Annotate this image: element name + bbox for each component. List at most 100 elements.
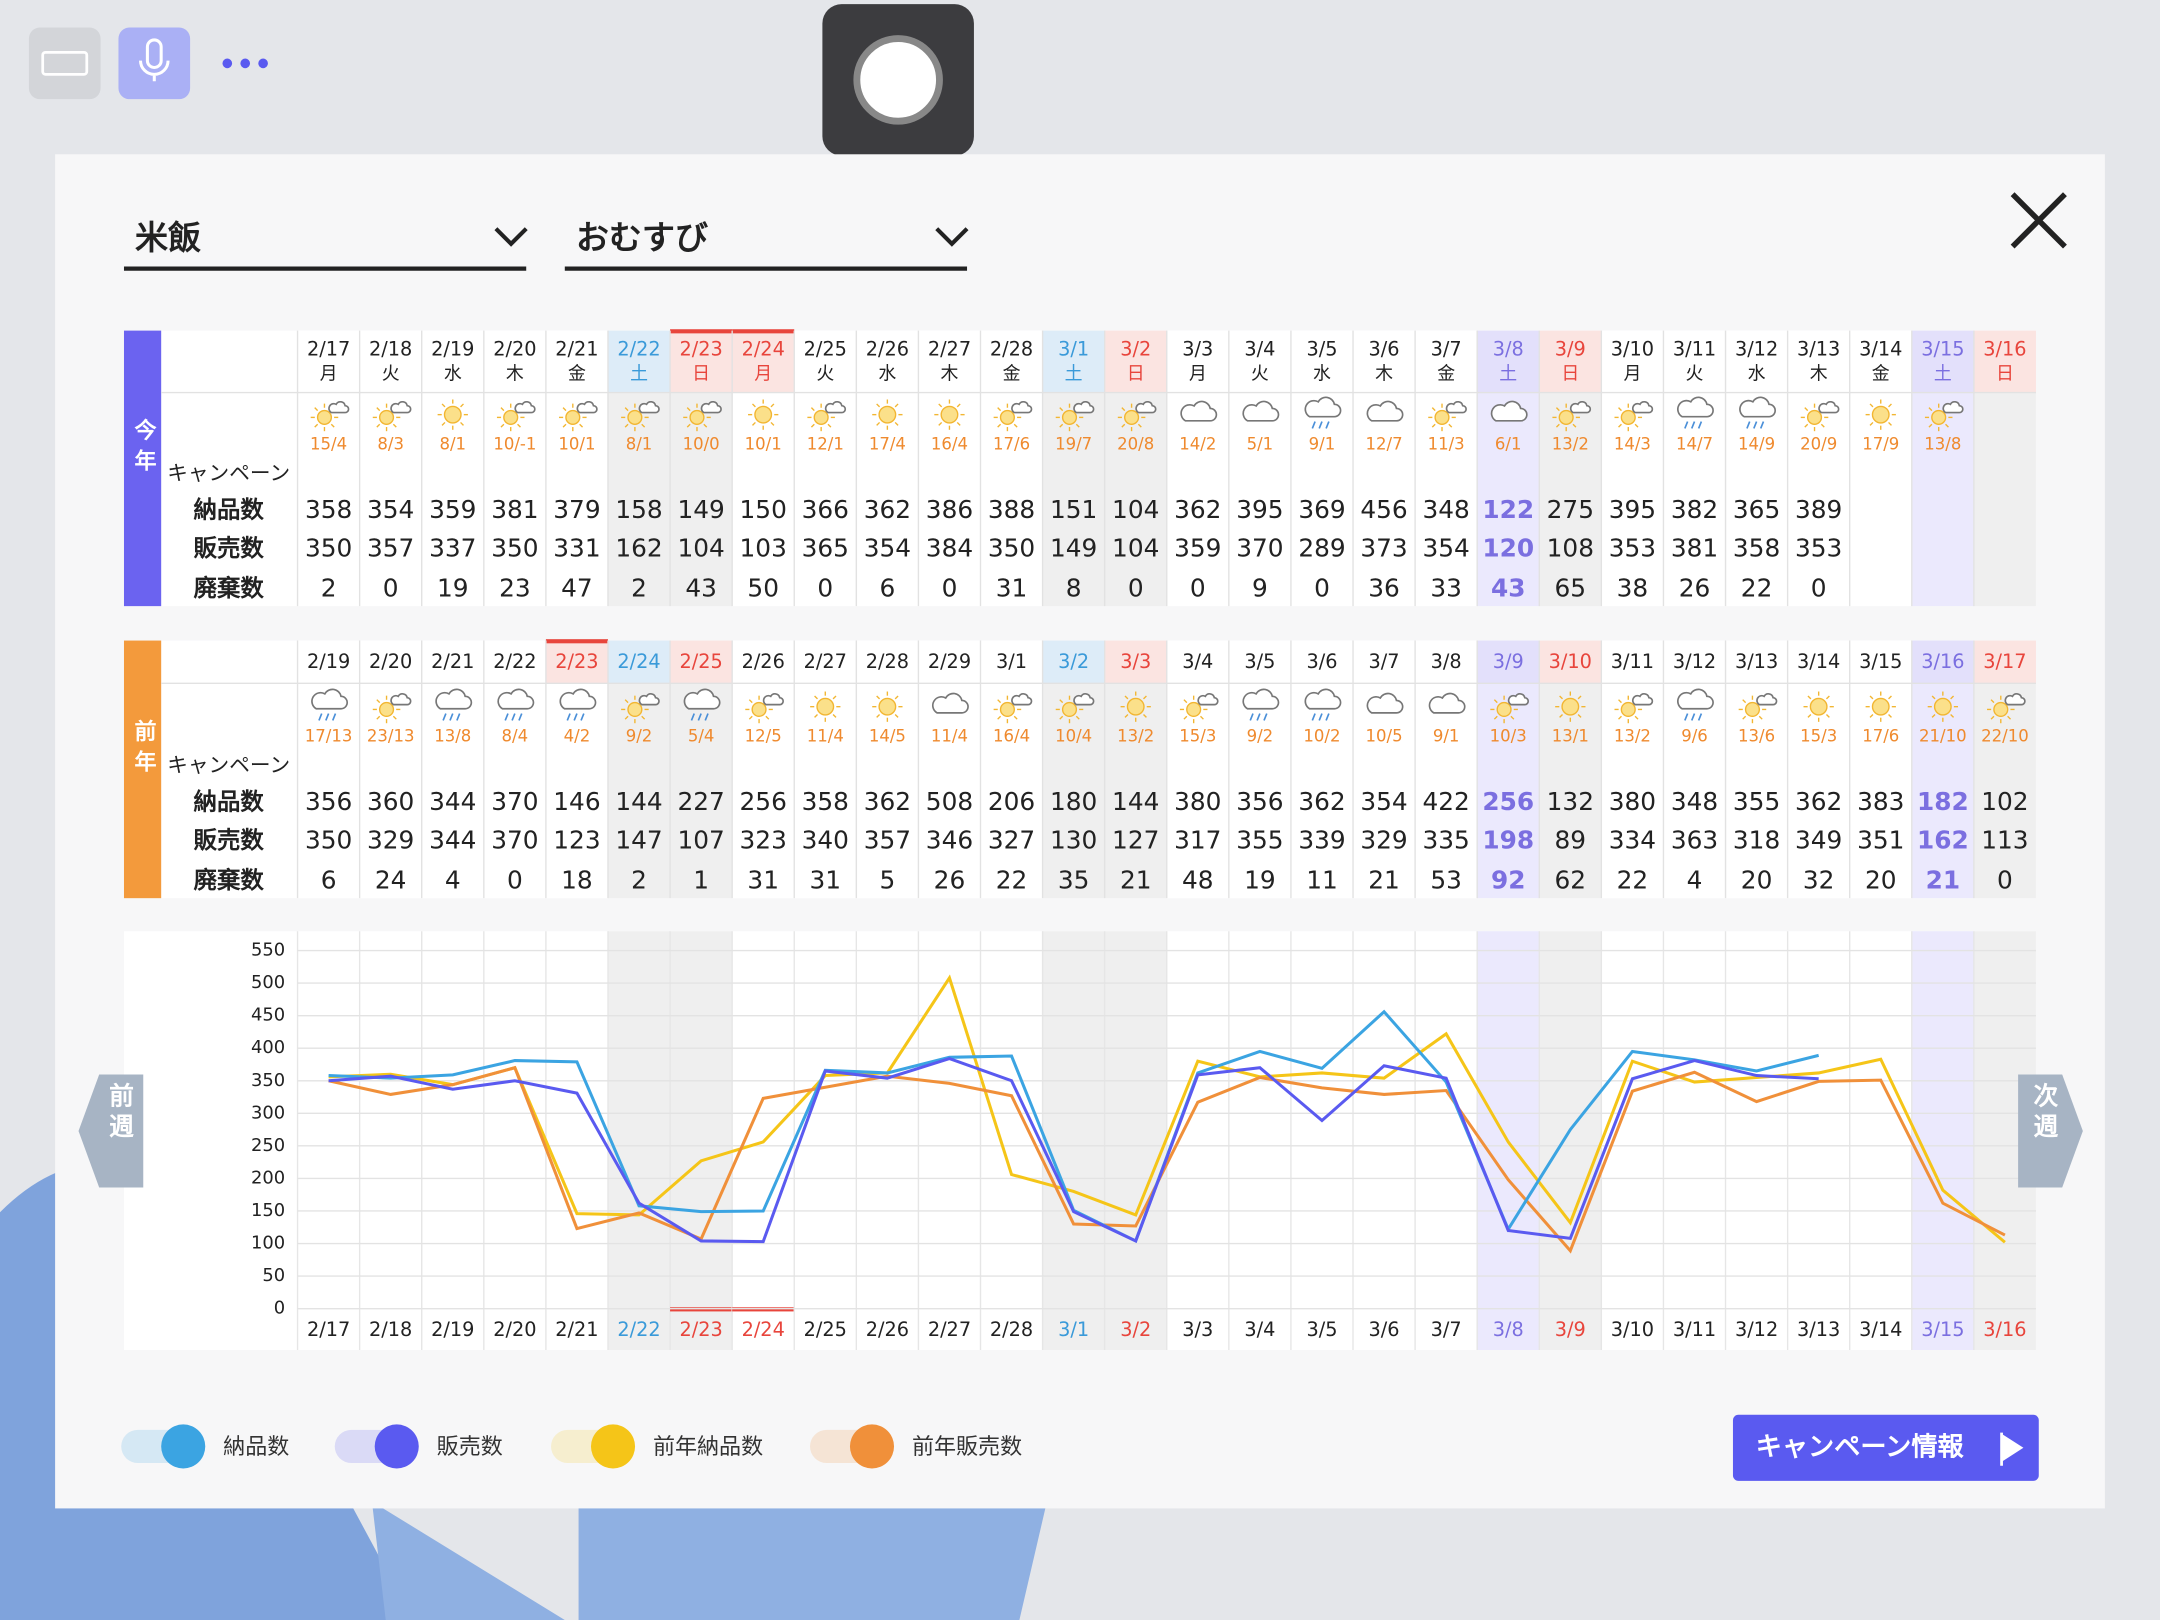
table-value: 362: [1298, 787, 1345, 816]
table-value: 4: [1687, 866, 1703, 895]
subcategory-select[interactable]: おむすび: [576, 218, 708, 257]
header-cell: [607, 330, 671, 393]
more-button[interactable]: [222, 58, 268, 69]
legend-toggle[interactable]: [161, 1424, 206, 1469]
header-cell: [421, 330, 484, 393]
table-value: 0: [817, 574, 833, 603]
legend-toggle[interactable]: [590, 1424, 636, 1469]
sun-ray: [997, 407, 1002, 412]
keyboard-button[interactable]: [28, 27, 101, 100]
weather-icon: [437, 399, 468, 430]
mic-icon: [138, 38, 170, 82]
table-value: 383: [1857, 787, 1904, 816]
legend-toggle[interactable]: [849, 1424, 895, 1469]
weekday-label: 木: [941, 364, 959, 385]
sun-ray: [1143, 713, 1147, 718]
sun-ray: [500, 407, 505, 412]
table-value: 0: [1811, 574, 1827, 603]
x-tick-label: 3/15: [1921, 1318, 1964, 1341]
sun-ray: [956, 403, 961, 408]
date-label: 3/2: [1058, 650, 1089, 673]
date-label: 2/25: [679, 650, 722, 673]
cloud: [1490, 400, 1528, 422]
sun-ray: [997, 423, 1002, 428]
mic-button[interactable]: [118, 27, 191, 100]
table-value: 149: [1050, 534, 1097, 563]
table-value: 2: [321, 574, 337, 603]
sun-ray: [1869, 713, 1874, 718]
holiday-bar: [670, 329, 733, 334]
header-cell: [670, 640, 733, 684]
table-value: 359: [1174, 534, 1221, 563]
weather-icon: [1555, 691, 1586, 722]
table-value: 422: [1422, 787, 1469, 816]
weather-icon: [310, 400, 350, 432]
date-label: 2/22: [617, 337, 660, 360]
sun: [627, 701, 643, 718]
weekday-label: 水: [1748, 364, 1766, 385]
sun-ray: [751, 403, 756, 408]
table-value: 21: [1120, 866, 1152, 895]
legend-toggle[interactable]: [374, 1424, 419, 1469]
weather-icon: [1179, 693, 1219, 724]
rain: [325, 713, 330, 721]
cloud: [762, 693, 784, 706]
temperature: 10/3: [1490, 726, 1527, 745]
table-value: 104: [1112, 495, 1159, 524]
date-label: 3/14: [1797, 650, 1840, 673]
x-tick-label: 3/7: [1431, 1318, 1462, 1341]
table-value: 380: [1174, 787, 1221, 816]
header-cell: [1601, 640, 1664, 684]
table-value: 358: [802, 787, 849, 816]
header-cell: [670, 330, 733, 393]
temperature: 14/2: [1179, 434, 1216, 453]
table-value: 120: [1482, 534, 1534, 563]
weather-icon: [807, 400, 846, 432]
rain: [1318, 421, 1323, 429]
column-bg: [1166, 392, 1229, 607]
sun: [813, 409, 829, 425]
date-label: 3/10: [1611, 337, 1654, 360]
table-value: 395: [1236, 495, 1283, 524]
year-label: 前年: [131, 719, 157, 780]
weekday-label: 土: [1499, 364, 1517, 385]
weather-icon: [559, 688, 597, 721]
sun-ray: [441, 403, 446, 408]
sun: [1993, 701, 2009, 718]
sun: [1124, 409, 1140, 425]
sun-ray: [894, 421, 899, 426]
weekday-label: 火: [816, 364, 834, 385]
table-value: 26: [934, 866, 966, 895]
column-bg: [1415, 392, 1478, 607]
header-cell: [545, 330, 608, 393]
cloud: [514, 400, 536, 414]
sun-ray: [810, 423, 815, 428]
column-bg: [297, 683, 360, 899]
campaign-button[interactable]: [1732, 1414, 2039, 1481]
category-select[interactable]: 米飯: [135, 218, 201, 257]
series-line: [328, 1057, 1819, 1244]
weekday-label: 金: [1437, 364, 1455, 385]
prev-week-button[interactable]: [78, 1074, 144, 1188]
next-week-button[interactable]: [2018, 1074, 2083, 1188]
sun-ray: [1121, 423, 1126, 428]
header-cell: [421, 640, 484, 684]
table-value: 275: [1547, 495, 1594, 524]
table-value: 0: [1128, 574, 1144, 603]
wallpaper-shape: [371, 1501, 1047, 1620]
row-label: キャンペーン: [167, 461, 290, 485]
sun-ray: [330, 423, 335, 428]
temperature: 8/1: [626, 434, 653, 453]
sun-ray: [1634, 423, 1639, 428]
cloud: [1631, 693, 1654, 706]
cloud: [390, 693, 412, 706]
y-tick-label: 150: [251, 1200, 285, 1221]
column-bg: [1601, 683, 1664, 899]
column-bg: [359, 392, 422, 607]
cloud: [1942, 400, 1964, 414]
column-bg: [794, 392, 857, 607]
temperature: 17/13: [305, 726, 353, 745]
header-cell: [856, 330, 919, 393]
weather-icon: [1738, 693, 1778, 724]
close-button[interactable]: [2010, 192, 2067, 249]
